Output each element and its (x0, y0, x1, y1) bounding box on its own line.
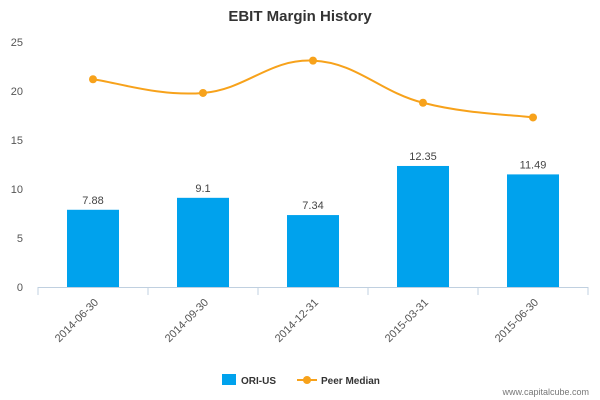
legend-label-ori-us: ORI-US (241, 376, 276, 387)
peer-median-point-2015-06-30 (529, 113, 537, 122)
y-tick-label: 20 (11, 86, 23, 98)
y-tick-label: 10 (11, 184, 23, 196)
peer-median-point-2014-06-30 (89, 75, 97, 84)
line-series (89, 56, 537, 122)
y-tick-label: 5 (17, 233, 23, 245)
peer-median-line (92, 59, 534, 119)
legend-label-peer-median: Peer Median (321, 376, 380, 387)
bar-series: 7.88 9.1 7.34 12.35 11.49 (67, 151, 559, 287)
chart-title: EBIT Margin History (228, 8, 372, 25)
x-tick-label: 2014-09-30 (163, 297, 211, 345)
bar-2014-09-30 (177, 197, 229, 287)
bar-value-label: 7.88 (82, 195, 103, 207)
bar-2015-03-31 (397, 165, 449, 287)
x-tick-label: 2015-03-31 (383, 297, 431, 345)
bar-2014-06-30 (67, 209, 119, 287)
legend-swatch-ori-us (222, 374, 236, 385)
bar-2015-06-30 (507, 174, 559, 287)
credit-text: www.capitalcube.com (501, 387, 589, 397)
bar-value-label: 11.49 (520, 159, 547, 171)
x-tick-label: 2015-06-30 (493, 297, 541, 345)
bar-2014-12-31 (287, 215, 339, 287)
x-tick-label: 2014-06-30 (53, 297, 101, 345)
x-tick-label: 2014-12-31 (273, 297, 321, 345)
bar-value-label: 12.35 (409, 151, 437, 163)
bar-value-label: 9.1 (195, 183, 210, 195)
legend-marker-peer-median (303, 376, 311, 384)
y-tick-label: 15 (11, 135, 23, 147)
y-axis: 0 5 10 15 20 25 (11, 37, 23, 294)
legend: ORI-US Peer Median (222, 374, 380, 387)
bar-value-label: 7.34 (302, 200, 323, 212)
x-axis (37, 287, 589, 295)
y-tick-label: 25 (11, 37, 23, 49)
peer-median-point-2014-09-30 (199, 88, 207, 97)
y-tick-label: 0 (17, 282, 23, 294)
peer-median-point-2015-03-31 (419, 98, 427, 107)
x-tick-labels: 2014-06-30 2014-09-30 2014-12-31 2015-03-31… (53, 297, 541, 345)
peer-median-point-2014-12-31 (309, 56, 317, 65)
